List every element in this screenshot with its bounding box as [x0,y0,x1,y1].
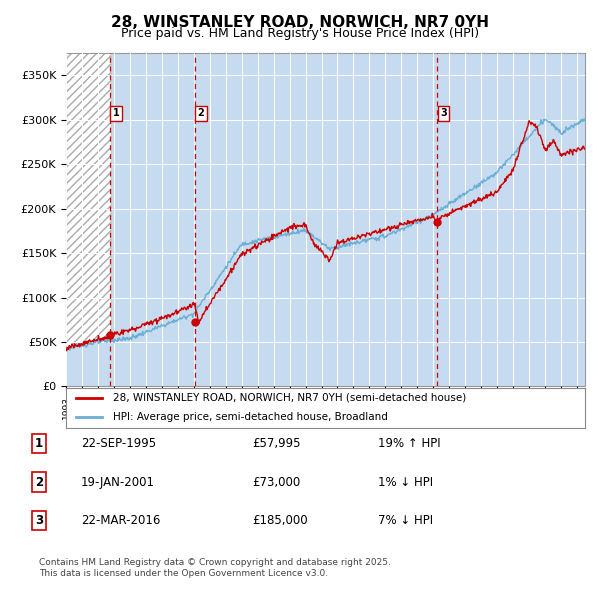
Text: 1: 1 [113,108,119,118]
Text: 22-SEP-1995: 22-SEP-1995 [81,437,156,450]
Text: 19-JAN-2001: 19-JAN-2001 [81,476,155,489]
Point [432,217,442,227]
Point [190,317,199,326]
Text: 3: 3 [35,514,43,527]
Text: 28, WINSTANLEY ROAD, NORWICH, NR7 0YH: 28, WINSTANLEY ROAD, NORWICH, NR7 0YH [111,15,489,30]
Text: 1% ↓ HPI: 1% ↓ HPI [378,476,433,489]
Text: 1: 1 [35,437,43,450]
Text: 3: 3 [440,108,447,118]
Text: HPI: Average price, semi-detached house, Broadland: HPI: Average price, semi-detached house,… [113,411,388,421]
Text: £185,000: £185,000 [252,514,308,527]
Point [105,330,115,340]
Text: Price paid vs. HM Land Registry's House Price Index (HPI): Price paid vs. HM Land Registry's House … [121,27,479,40]
Text: 22-MAR-2016: 22-MAR-2016 [81,514,160,527]
Text: 2: 2 [198,108,205,118]
Text: Contains HM Land Registry data © Crown copyright and database right 2025.: Contains HM Land Registry data © Crown c… [39,558,391,566]
Text: £73,000: £73,000 [252,476,300,489]
Text: 28, WINSTANLEY ROAD, NORWICH, NR7 0YH (semi-detached house): 28, WINSTANLEY ROAD, NORWICH, NR7 0YH (s… [113,393,466,402]
Text: £57,995: £57,995 [252,437,301,450]
Text: This data is licensed under the Open Government Licence v3.0.: This data is licensed under the Open Gov… [39,569,328,578]
Text: 2: 2 [35,476,43,489]
Text: 19% ↑ HPI: 19% ↑ HPI [378,437,440,450]
Text: 7% ↓ HPI: 7% ↓ HPI [378,514,433,527]
